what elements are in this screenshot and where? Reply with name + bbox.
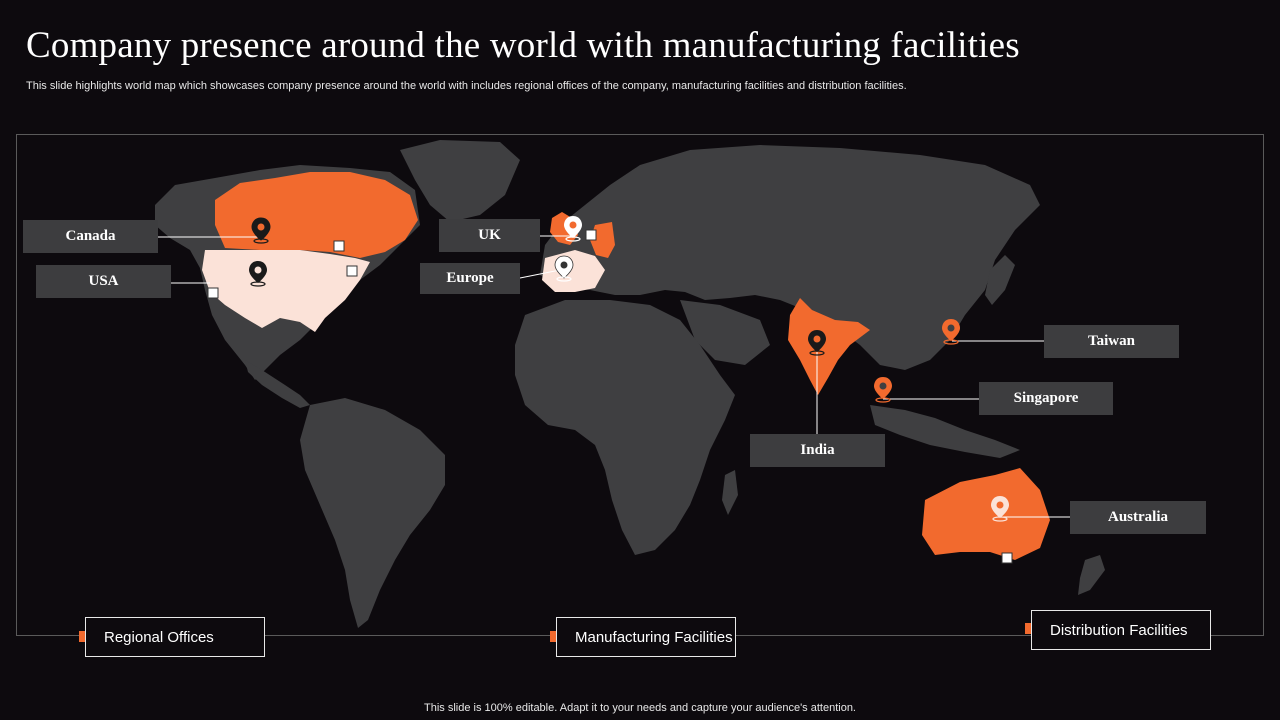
legend-swatch-manufacturing bbox=[550, 631, 561, 642]
legend-swatch-distribution bbox=[1025, 623, 1036, 634]
australia-highlight bbox=[922, 468, 1050, 560]
page-subtitle: This slide highlights world map which sh… bbox=[26, 80, 907, 92]
map-pin-icon bbox=[874, 377, 892, 403]
legend-distribution-facilities: Distribution Facilities bbox=[1031, 610, 1211, 650]
india-highlight bbox=[788, 298, 870, 395]
japan-shape bbox=[985, 255, 1015, 305]
greenland-shape bbox=[400, 140, 520, 222]
map-pin-icon bbox=[554, 255, 574, 282]
central-america-shape bbox=[245, 360, 310, 408]
map-pin-icon bbox=[564, 216, 582, 242]
map-pin-icon bbox=[942, 319, 960, 345]
canada-highlight bbox=[215, 172, 418, 258]
legend-regional-offices: Regional Offices bbox=[85, 617, 265, 657]
map-pin-icon bbox=[808, 330, 826, 356]
square-marker-icon bbox=[333, 240, 345, 252]
map-pin-icon bbox=[251, 217, 271, 244]
label-taiwan: Taiwan bbox=[1044, 325, 1179, 358]
label-singapore: Singapore bbox=[979, 382, 1113, 415]
label-uk: UK bbox=[439, 219, 540, 252]
footer-note: This slide is 100% editable. Adapt it to… bbox=[424, 702, 856, 714]
africa-shape bbox=[515, 300, 735, 555]
arabia-shape bbox=[680, 300, 770, 365]
southeast-asia-islands-shape bbox=[870, 405, 1020, 458]
map-pin-icon bbox=[991, 496, 1009, 522]
label-australia: Australia bbox=[1070, 501, 1206, 534]
usa-highlight bbox=[202, 250, 370, 332]
legend-manufacturing-facilities: Manufacturing Facilities bbox=[556, 617, 736, 657]
square-marker-icon bbox=[585, 229, 597, 241]
legend-swatch-regional bbox=[79, 631, 90, 642]
square-marker-icon bbox=[1001, 552, 1013, 564]
label-india: India bbox=[750, 434, 885, 467]
new-zealand-shape bbox=[1078, 555, 1105, 595]
south-america-shape bbox=[300, 398, 445, 628]
label-usa: USA bbox=[36, 265, 171, 298]
page-title: Company presence around the world with m… bbox=[26, 25, 1020, 66]
square-marker-icon bbox=[207, 287, 219, 299]
legend-distribution-label: Distribution Facilities bbox=[1050, 621, 1188, 639]
label-canada: Canada bbox=[23, 220, 158, 253]
square-marker-icon bbox=[346, 265, 358, 277]
legend-manufacturing-label: Manufacturing Facilities bbox=[575, 628, 733, 646]
madagascar-shape bbox=[722, 470, 738, 515]
map-pin-icon bbox=[249, 261, 267, 287]
legend-regional-offices-label: Regional Offices bbox=[104, 628, 214, 646]
label-europe: Europe bbox=[420, 263, 520, 294]
eurasia-shape bbox=[540, 145, 1040, 370]
